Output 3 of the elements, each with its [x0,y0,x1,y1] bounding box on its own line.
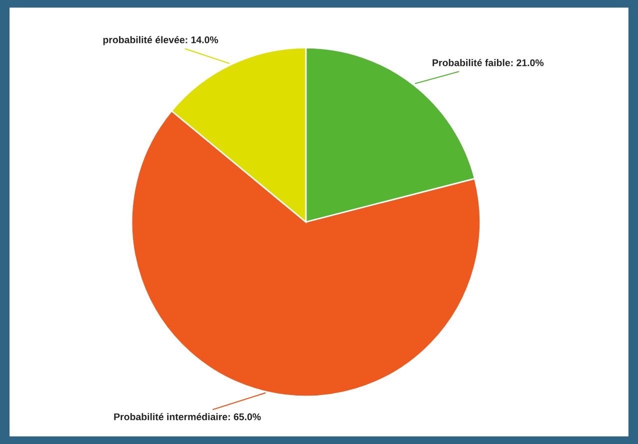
slice-label: probabilité élevée: 14.0% [103,36,218,46]
slice-label: Probabilité faible: 21.0% [432,58,544,66]
slice-label: Probabilité intermédiaire: 65.0% [114,413,261,420]
